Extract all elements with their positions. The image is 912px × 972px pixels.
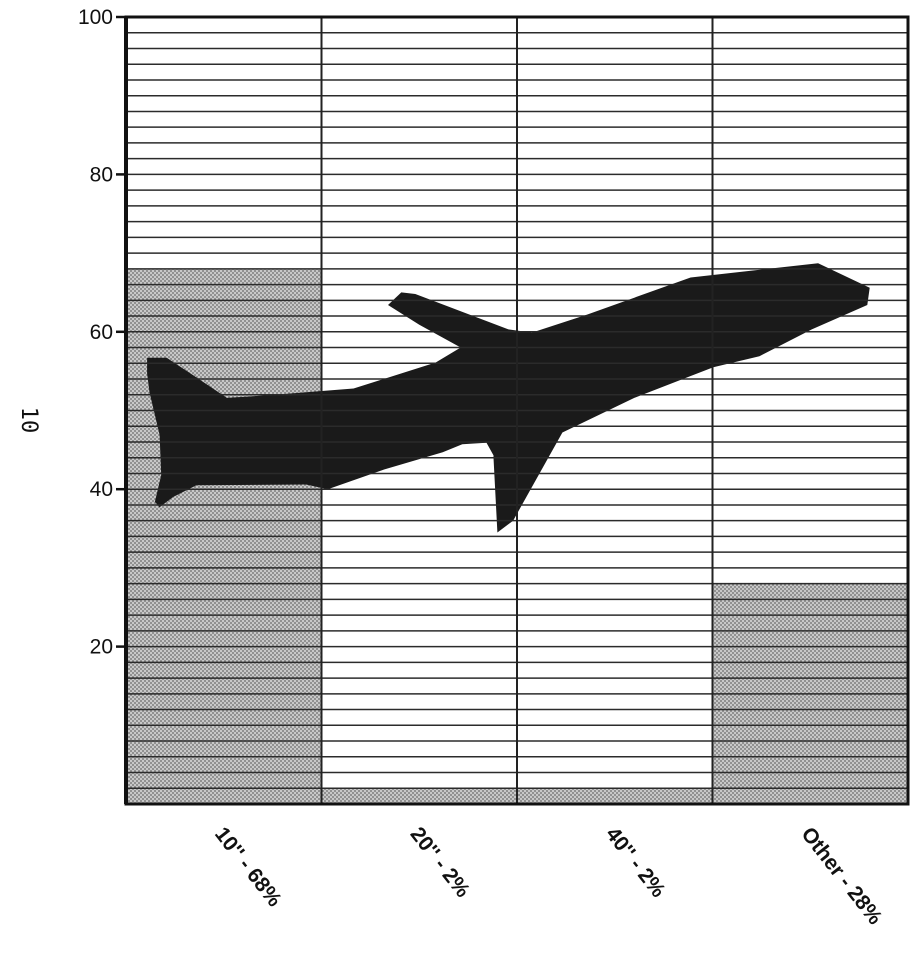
category-label: Other - 28% bbox=[797, 823, 887, 929]
category-label: 20'' - 2% bbox=[406, 823, 475, 902]
y-tick-label: 80 bbox=[90, 163, 113, 186]
bar-3 bbox=[517, 788, 713, 804]
page-number: 10 bbox=[16, 407, 41, 434]
y-tick-label: 60 bbox=[90, 321, 113, 344]
airplane-illustration bbox=[147, 263, 870, 533]
y-tick-label: 40 bbox=[90, 478, 113, 501]
y-tick-label: 20 bbox=[90, 636, 113, 659]
category-label: 10'' - 68% bbox=[210, 823, 286, 912]
bar-2 bbox=[321, 788, 517, 804]
category-label: 40'' - 2% bbox=[601, 823, 670, 902]
y-tick-label: 100 bbox=[78, 6, 113, 29]
